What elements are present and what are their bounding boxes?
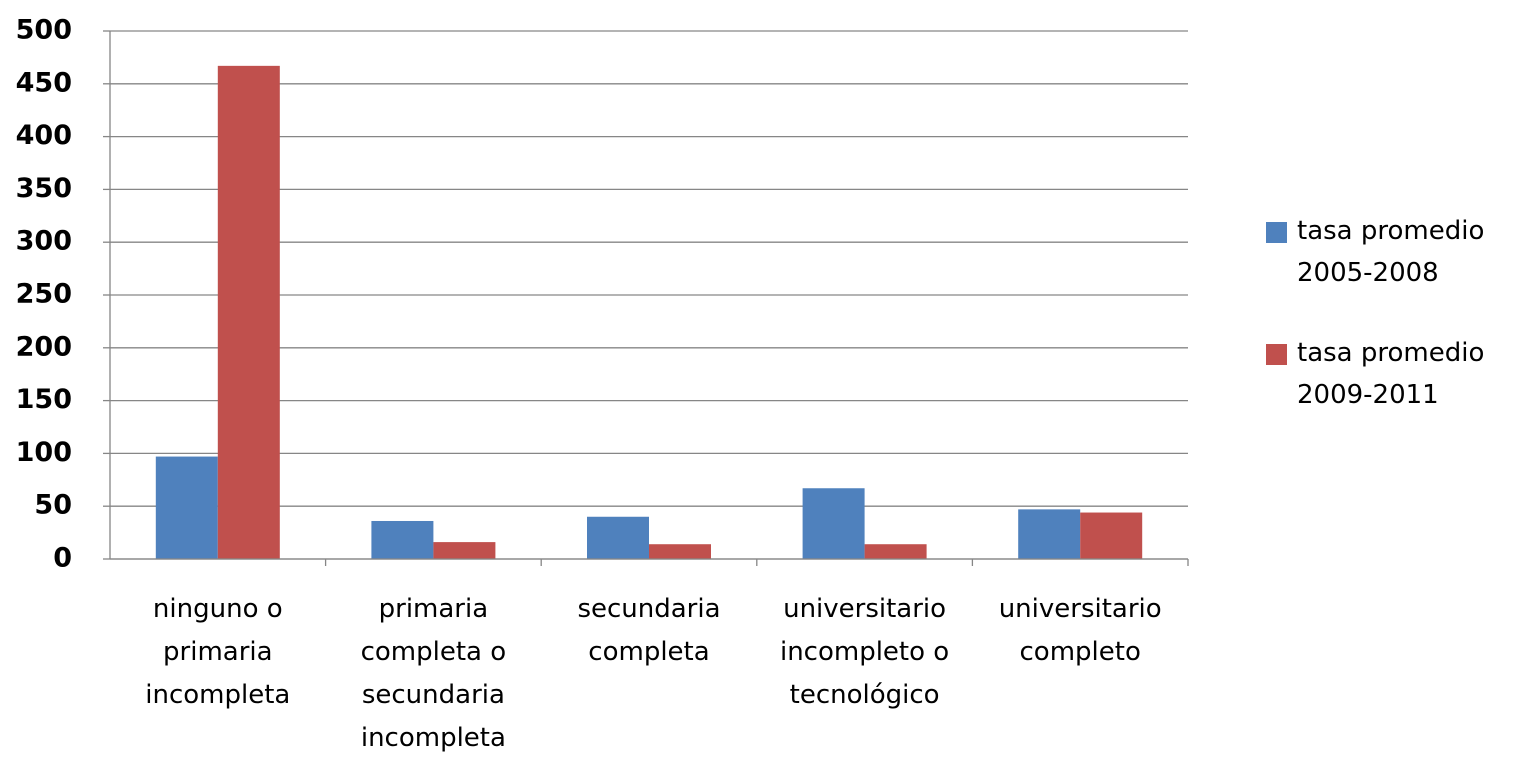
legend-label: tasa promedio 2005-2008 [1297, 216, 1485, 288]
y-tick-label: 200 [16, 331, 72, 362]
bar [433, 542, 496, 559]
y-tick-label: 350 [16, 173, 72, 204]
y-tick-label: 0 [53, 543, 72, 574]
y-tick-label: 500 [16, 15, 72, 46]
bar [649, 544, 711, 559]
bar [371, 520, 434, 559]
x-tick-label: primaria completa o secundaria incomplet… [360, 594, 507, 753]
bar [587, 516, 649, 559]
legend-label: tasa promedio 2009-2011 [1297, 338, 1485, 410]
bar [1080, 512, 1143, 559]
bar [155, 456, 218, 559]
y-tick-label: 50 [34, 490, 72, 521]
y-tick-label: 400 [16, 120, 72, 151]
x-tick-label: secundaria completa [577, 594, 721, 667]
y-tick-label: 250 [16, 279, 72, 310]
x-tick-label: ninguno o primaria incompleta [145, 594, 291, 710]
legend-swatch [1266, 222, 1287, 243]
x-tick-label: universitario completo [998, 594, 1162, 667]
bar [802, 488, 865, 559]
y-tick-label: 150 [16, 384, 72, 415]
bar [217, 65, 280, 560]
y-tick-label: 100 [16, 437, 72, 468]
x-tick-label: universitario incompleto o tecnológico [779, 594, 950, 710]
bar [864, 544, 927, 559]
legend-swatch [1266, 344, 1287, 365]
bar [1018, 509, 1081, 559]
y-tick-label: 300 [16, 226, 72, 257]
y-tick-label: 450 [16, 67, 72, 98]
